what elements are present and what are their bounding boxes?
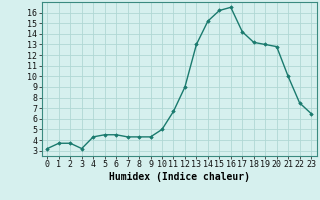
X-axis label: Humidex (Indice chaleur): Humidex (Indice chaleur) — [109, 172, 250, 182]
